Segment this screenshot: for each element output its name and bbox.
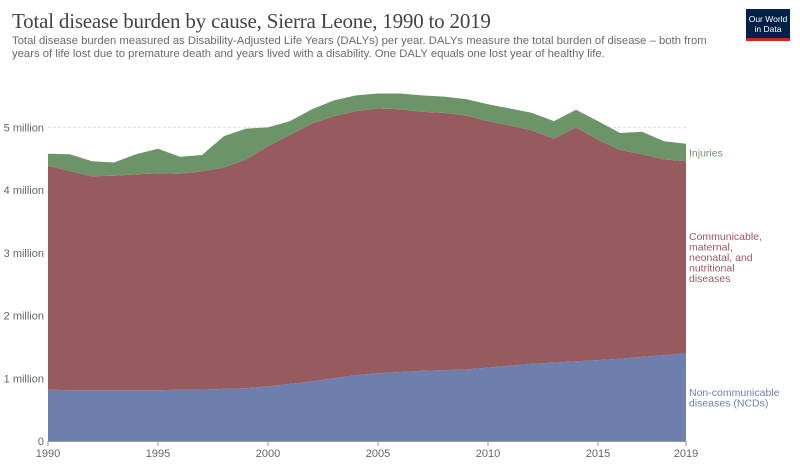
- y-tick-label: 3 million: [4, 248, 44, 260]
- series-label-line: Communicable,: [689, 231, 762, 243]
- series-label-line: nutritional: [689, 263, 735, 275]
- x-tick-label: 1990: [36, 448, 60, 460]
- series-label-line: maternal,: [689, 242, 733, 254]
- chart-title: Total disease burden by cause, Sierra Le…: [12, 9, 491, 33]
- area-series: [48, 93, 686, 441]
- y-tick-label: 2 million: [4, 311, 44, 323]
- series-area-2[interactable]: [48, 93, 686, 177]
- series-label-line: diseases: [689, 273, 730, 285]
- y-tick-label: 1 million: [4, 373, 44, 385]
- y-tick-label: 4 million: [4, 185, 44, 197]
- x-tick-label: 1995: [146, 448, 170, 460]
- logo-line-1: Our World: [748, 13, 788, 24]
- series-label-2[interactable]: Injuries: [689, 147, 723, 159]
- series-label-line: diseases (NCDs): [689, 397, 768, 409]
- y-tick-label: 5 million: [4, 122, 44, 134]
- series-label-line: neonatal, and: [689, 252, 753, 264]
- owid-logo[interactable]: Our World in Data: [746, 9, 790, 41]
- chart-subtitle: Total disease burden measured as Disabil…: [12, 35, 707, 60]
- axes: 0 1 million 2 million 3 million 4 million 5 m…: [4, 122, 699, 460]
- x-tick-label: 2010: [476, 448, 500, 460]
- x-tick-label: 2015: [586, 448, 610, 460]
- series-area-0[interactable]: [48, 353, 686, 441]
- logo-line-2: in Data: [754, 23, 782, 34]
- series-area-1[interactable]: [48, 108, 686, 391]
- x-tick-label: 2005: [366, 448, 390, 460]
- series-label-line: Injuries: [689, 147, 723, 159]
- x-tick-label: 2000: [256, 448, 280, 460]
- x-tick-label: 2019: [674, 448, 698, 460]
- y-tick-label: 0: [38, 436, 44, 448]
- series-label-1[interactable]: Communicable,maternal,neonatal, andnutri…: [689, 231, 762, 285]
- series-label-line: Non-communicable: [689, 387, 780, 399]
